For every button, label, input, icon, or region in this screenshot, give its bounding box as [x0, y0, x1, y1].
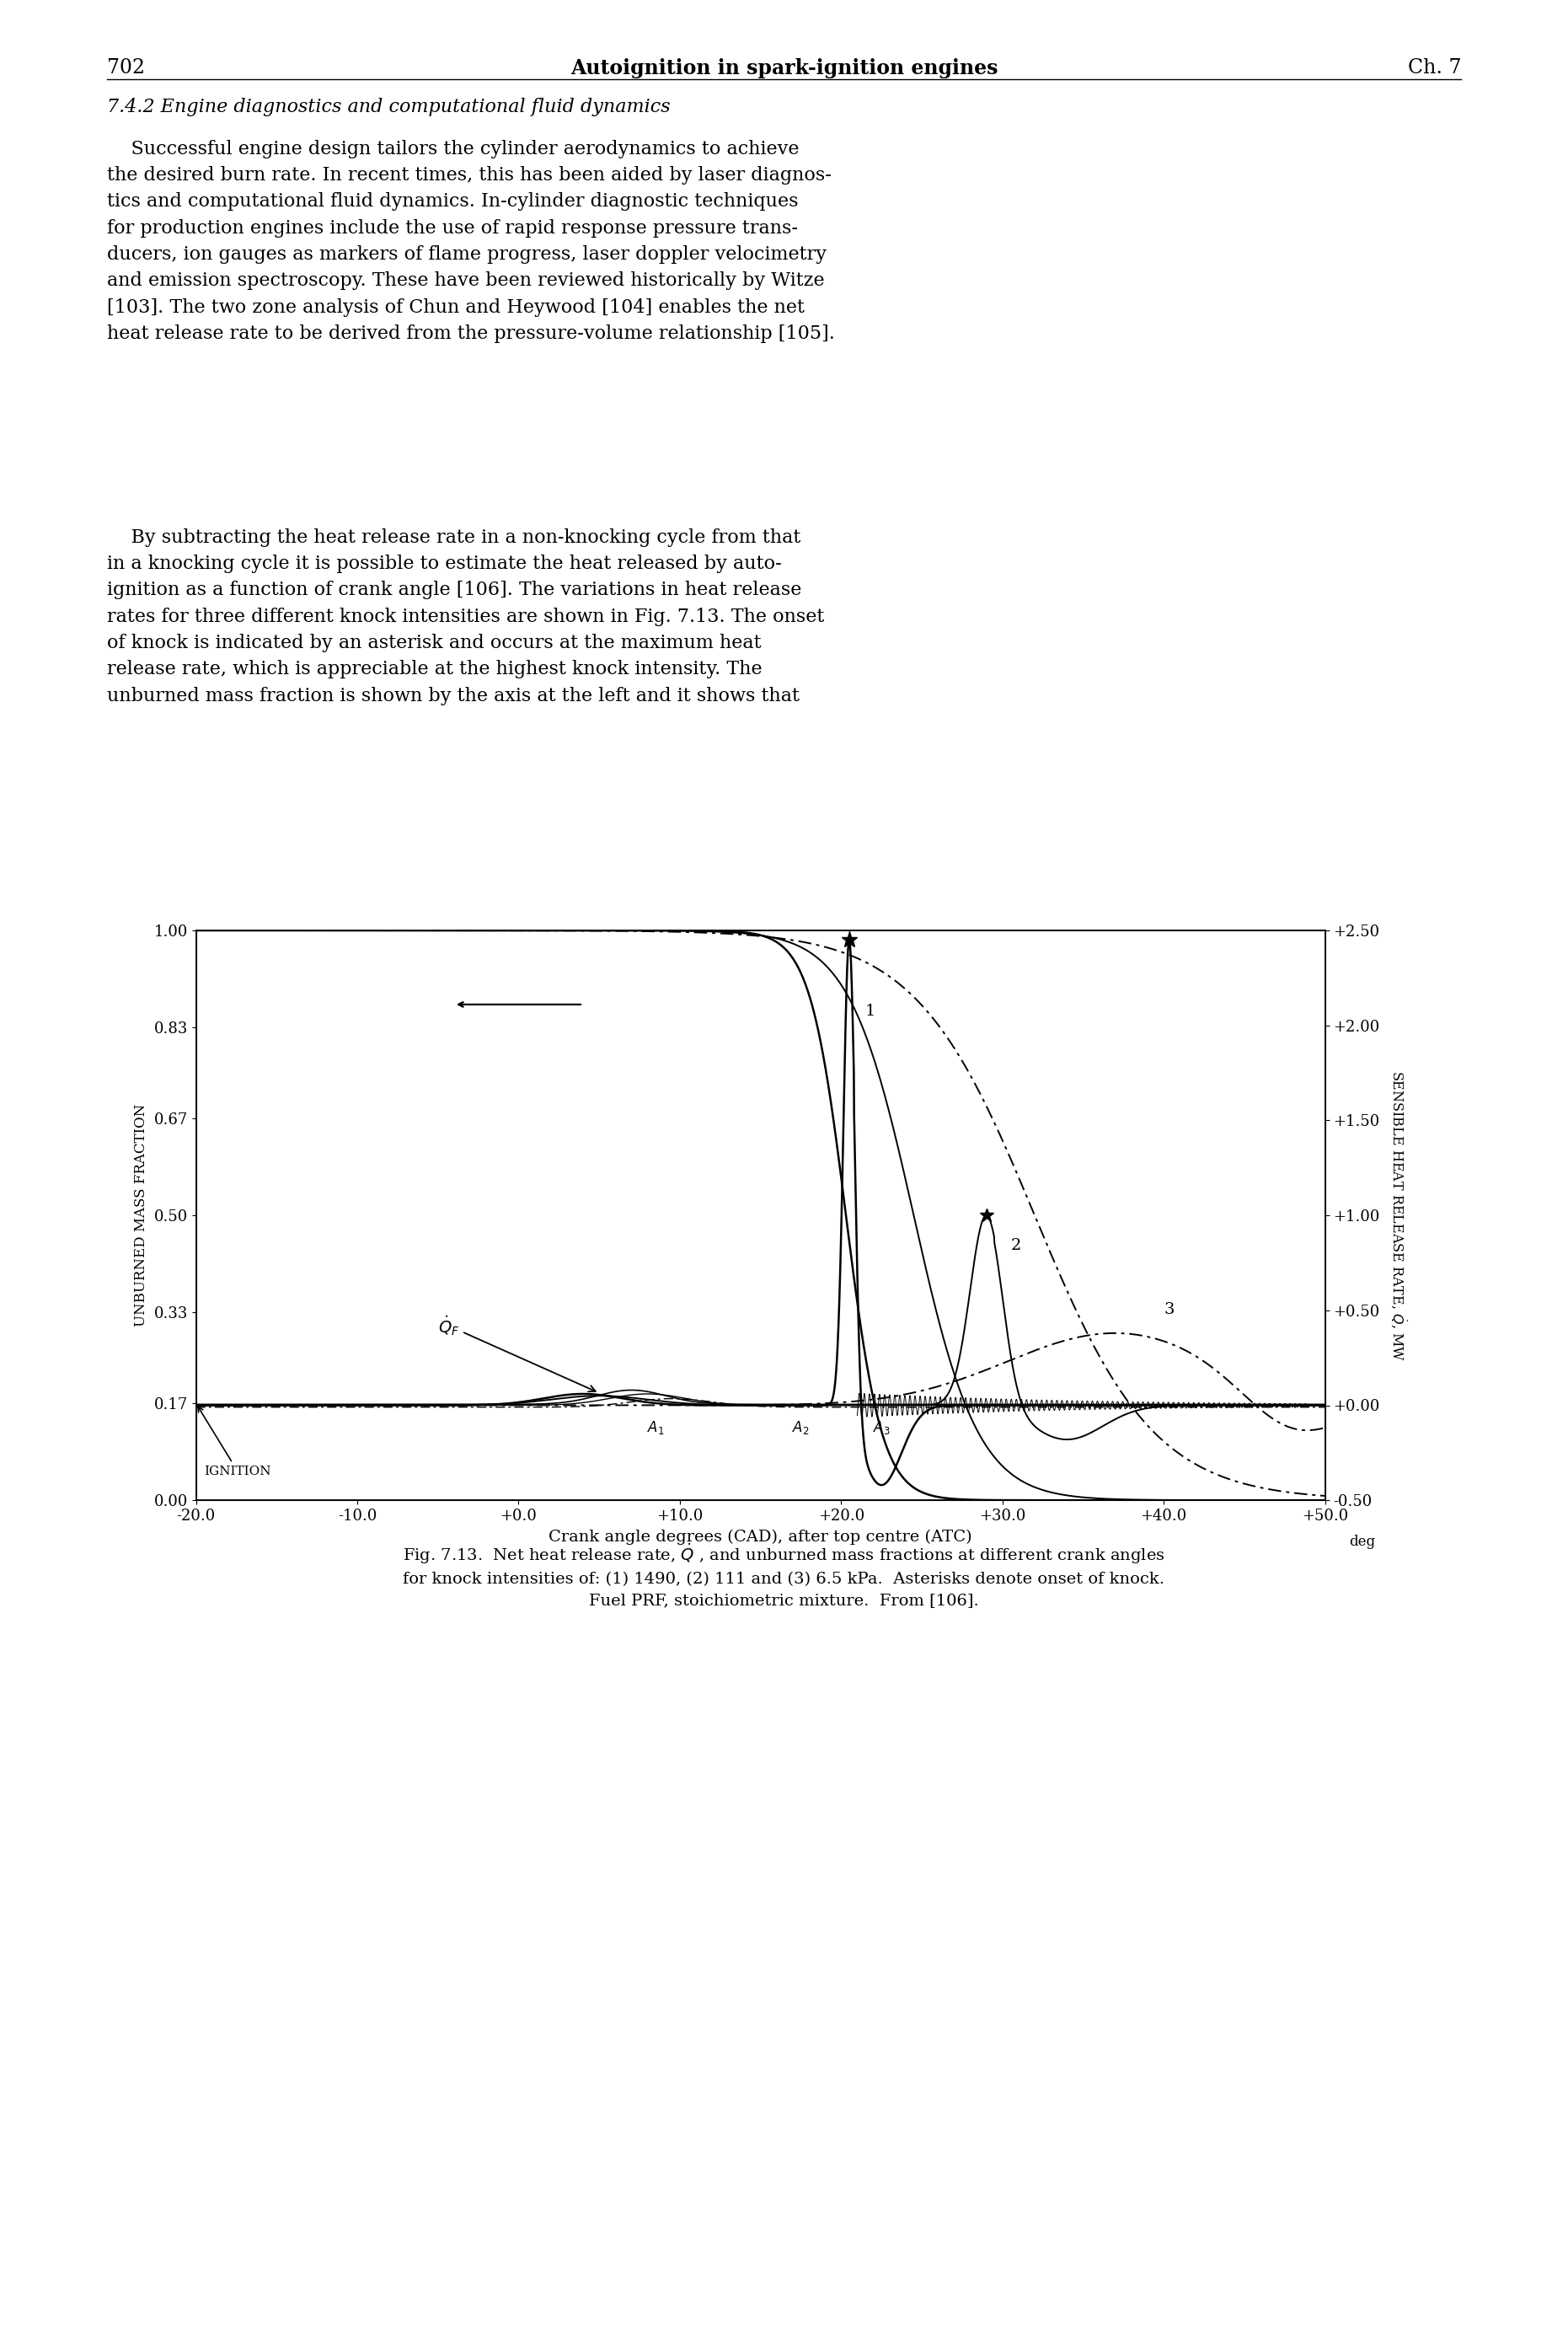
- Text: $\dot{Q}_F$: $\dot{Q}_F$: [437, 1314, 596, 1391]
- Text: Fig. 7.13.  Net heat release rate, $\dot{Q}$ , and unburned mass fractions at di: Fig. 7.13. Net heat release rate, $\dot{…: [403, 1542, 1165, 1607]
- Text: 7.4.2 Engine diagnostics and computational fluid dynamics: 7.4.2 Engine diagnostics and computation…: [107, 98, 670, 116]
- Y-axis label: SENSIBLE HEAT RELEASE RATE, $\dot{Q}$, MW: SENSIBLE HEAT RELEASE RATE, $\dot{Q}$, M…: [1389, 1070, 1408, 1361]
- Text: $A_2$: $A_2$: [792, 1419, 809, 1435]
- Text: 3: 3: [1163, 1303, 1174, 1317]
- Text: $A_1$: $A_1$: [648, 1419, 665, 1435]
- Y-axis label: UNBURNED MASS FRACTION: UNBURNED MASS FRACTION: [133, 1105, 147, 1326]
- Text: Autoignition in spark-ignition engines: Autoignition in spark-ignition engines: [571, 58, 997, 79]
- Text: IGNITION: IGNITION: [198, 1407, 271, 1477]
- Text: Ch. 7: Ch. 7: [1408, 58, 1461, 77]
- X-axis label: Crank angle degrees (CAD), after top centre (ATC): Crank angle degrees (CAD), after top cen…: [549, 1531, 972, 1544]
- Text: 1: 1: [866, 1005, 877, 1019]
- Text: 702: 702: [107, 58, 144, 77]
- Text: Successful engine design tailors the cylinder aerodynamics to achieve
the desire: Successful engine design tailors the cyl…: [107, 140, 834, 342]
- Text: $A_3$: $A_3$: [873, 1419, 891, 1435]
- Text: 2: 2: [1010, 1237, 1021, 1254]
- Text: By subtracting the heat release rate in a non-knocking cycle from that
in a knoc: By subtracting the heat release rate in …: [107, 528, 823, 705]
- Text: deg: deg: [1348, 1535, 1375, 1549]
